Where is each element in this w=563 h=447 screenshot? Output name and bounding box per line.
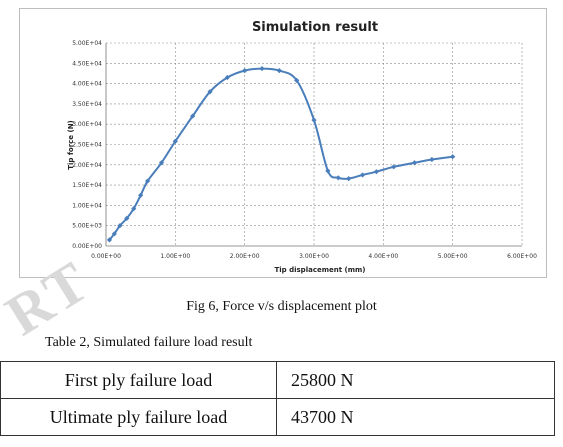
data-point	[276, 68, 282, 74]
data-point	[124, 215, 130, 221]
x-axis-title: Tip displacement (mm)	[274, 266, 365, 274]
table-caption: Table 2, Simulated failure load result	[45, 335, 253, 350]
data-point	[450, 154, 456, 160]
chart-title: Simulation result	[252, 20, 378, 35]
x-tick-label: 1.00E+00	[160, 253, 190, 260]
y-tick-label: 1.00E+04	[72, 202, 102, 209]
x-tick-label: 4.00E+00	[368, 253, 398, 260]
data-point	[346, 176, 352, 182]
y-tick-label: 0.00E+00	[72, 243, 102, 250]
data-point	[311, 117, 317, 123]
x-tick-label: 3.00E+00	[299, 253, 329, 260]
data-point	[106, 237, 113, 243]
y-tick-label: 5.00E+03	[72, 223, 102, 230]
x-tick-label: 6.00E+00	[507, 253, 537, 260]
data-point	[138, 192, 144, 198]
data-point	[335, 175, 341, 181]
y-tick-label: 1.50E+04	[72, 182, 102, 189]
y-tick-label: 5.00E+04	[72, 40, 102, 47]
y-axis-title: Tip force (N)	[67, 120, 75, 170]
data-point	[242, 68, 248, 74]
force-displacement-chart: Simulation result 0.00E+00 5.00E+03 1.00E+…	[67, 20, 537, 274]
chart-panel: Simulation result 0.00E+00 5.00E+03 1.00E+…	[19, 8, 547, 278]
x-tick-label: 5.00E+00	[438, 253, 468, 260]
y-tick-label: 4.00E+04	[72, 81, 102, 88]
data-point	[411, 160, 418, 166]
failure-load-table: First ply failure load 25800 N Ultimate …	[0, 361, 555, 436]
table-cell-label: First ply failure load	[0, 361, 277, 399]
data-point	[172, 138, 178, 144]
data-point	[117, 223, 123, 229]
data-point	[294, 77, 300, 83]
data-point	[207, 89, 213, 95]
y-tick-label: 4.50E+04	[72, 60, 102, 67]
data-point	[391, 164, 397, 170]
table-cell-value: 43700 N	[276, 398, 555, 436]
x-tick-label: 0.00E+00	[91, 253, 121, 260]
data-point	[429, 156, 435, 163]
series-line	[108, 67, 453, 241]
data-point	[131, 206, 137, 212]
y-tick-label: 3.00E+04	[72, 121, 102, 128]
data-point	[145, 178, 151, 184]
data-point	[190, 113, 196, 119]
figure-caption: Fig 6, Force v/s displacement plot	[186, 299, 377, 314]
data-point	[373, 169, 379, 175]
table-row: First ply failure load 25800 N	[0, 361, 555, 399]
data-point	[224, 74, 230, 81]
y-tick-label: 2.50E+04	[72, 142, 102, 149]
y-tick-label: 3.50E+04	[72, 101, 102, 108]
table-row: Ultimate ply failure load 43700 N	[0, 398, 555, 436]
data-point	[259, 65, 265, 72]
y-tick-label: 2.00E+04	[72, 162, 102, 169]
data-point	[325, 168, 331, 174]
data-point	[111, 231, 117, 237]
table-cell-label: Ultimate ply failure load	[0, 398, 277, 436]
data-point	[158, 160, 165, 166]
table-cell-value: 25800 N	[276, 361, 555, 399]
x-tick-label: 2.00E+00	[230, 253, 260, 260]
data-point	[359, 172, 366, 178]
